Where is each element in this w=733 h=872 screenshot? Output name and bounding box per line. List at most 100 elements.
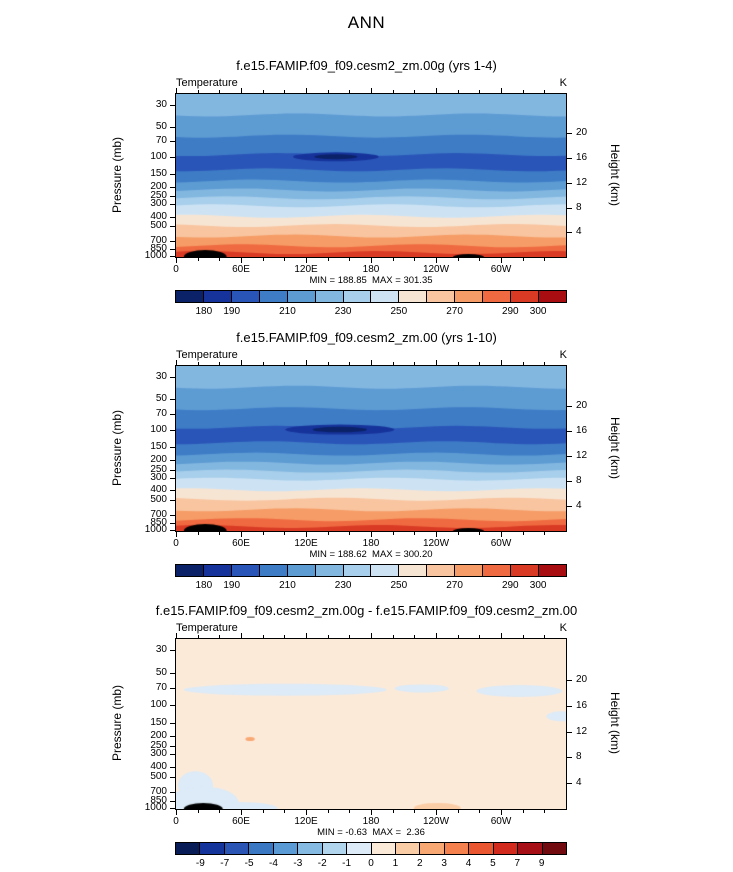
minmax-label: MIN = 188.85 MAX = 301.35	[309, 275, 433, 286]
height-tick-mark	[567, 480, 572, 482]
pressure-tick-mark	[170, 704, 175, 706]
height-tick-mark	[567, 705, 572, 707]
colorbar-tick-label: 190	[223, 306, 241, 317]
colorbar-cell	[346, 843, 371, 854]
height-tick-label: 16	[576, 152, 588, 164]
pressure-tick-label: 300	[150, 198, 167, 210]
colorbar-cell	[482, 291, 511, 302]
height-tick-label: 12	[576, 725, 588, 737]
longitude-tick-mark	[241, 532, 242, 537]
longitude-tick-mark-top	[241, 633, 242, 638]
longitude-minor-tick-top	[414, 635, 416, 638]
longitude-tick-mark-top	[436, 360, 437, 365]
longitude-minor-tick	[219, 810, 221, 813]
longitude-minor-tick-top	[284, 90, 286, 93]
pressure-tick-label: 300	[150, 471, 167, 483]
pressure-tick-label: 850	[150, 517, 167, 529]
longitude-minor-tick	[457, 532, 459, 535]
longitude-minor-tick-top	[522, 362, 524, 365]
longitude-minor-tick-top	[284, 362, 286, 365]
panel-title: f.e15.FAMIP.f09_f09.cesm2_zm.00g - f.e15…	[155, 603, 578, 618]
pressure-tick-label: 500	[150, 220, 167, 232]
colorbar-cell	[258, 291, 287, 302]
colorbar-cell	[454, 565, 483, 576]
pressure-tick-label: 150	[150, 716, 167, 728]
longitude-tick-label: 0	[173, 264, 179, 275]
colorbar-cell	[454, 291, 483, 302]
longitude-tick-label: 60W	[490, 816, 512, 827]
longitude-tick-label: 180	[362, 538, 380, 549]
longitude-minor-tick	[544, 810, 546, 813]
longitude-tick-mark-top	[436, 633, 437, 638]
longitude-tick-label: 60E	[232, 264, 250, 275]
pressure-tick-label: 50	[155, 393, 167, 405]
panel-title: f.e15.FAMIP.f09_f09.cesm2_zm.00 (yrs 1-1…	[236, 330, 497, 345]
longitude-tick-label: 120W	[422, 538, 450, 549]
longitude-minor-tick-top	[479, 362, 481, 365]
height-tick-mark	[567, 731, 572, 733]
longitude-minor-tick	[219, 258, 221, 261]
colorbar-tick-label: 190	[223, 580, 241, 591]
pressure-tick-mark	[170, 745, 175, 747]
colorbar-cell	[314, 565, 343, 576]
pressure-tick-label: 150	[150, 441, 167, 453]
colorbar-tick-label: 1	[392, 858, 399, 869]
longitude-tick-label: 60W	[490, 264, 512, 275]
field-label: Temperature	[176, 77, 238, 89]
pressure-tick-mark	[170, 735, 175, 737]
longitude-tick-label: 120W	[422, 816, 450, 827]
height-tick-mark	[567, 158, 572, 160]
colorbar-cell	[223, 843, 249, 854]
longitude-minor-tick-top	[349, 90, 351, 93]
colorbar-tick-label: 250	[390, 580, 408, 591]
longitude-tick-mark	[306, 810, 307, 815]
longitude-minor-tick-top	[544, 90, 546, 93]
colorbar-cell	[398, 565, 427, 576]
colorbar-cell	[199, 843, 224, 854]
pressure-tick-mark	[170, 777, 175, 779]
pressure-tick-label: 30	[155, 370, 167, 382]
longitude-minor-tick-top	[262, 635, 264, 638]
colorbar-cell	[176, 843, 200, 854]
pressure-tick-label: 850	[150, 243, 167, 255]
colorbar-tick-label: 210	[279, 580, 296, 591]
pressure-tick-mark	[170, 673, 175, 675]
colorbar-cell	[419, 843, 444, 854]
longitude-minor-tick	[522, 532, 524, 535]
pressure-tick-label: 30	[155, 644, 167, 656]
pressure-tick-mark	[170, 241, 175, 242]
minmax-label: MIN = 188.62 MAX = 300.20	[309, 549, 433, 560]
longitude-minor-tick	[327, 532, 329, 535]
longitude-minor-tick	[197, 810, 199, 813]
pressure-tick-label: 700	[150, 508, 167, 520]
colorbar-tick-label: 270	[446, 306, 463, 317]
longitude-tick-label: 0	[173, 538, 179, 549]
pressure-tick-mark	[170, 104, 175, 106]
colorbar-tick-label: 9	[538, 858, 545, 869]
colorbar-cell	[370, 565, 399, 576]
pressure-tick-mark	[170, 792, 175, 794]
pressure-tick-label: 100	[150, 150, 167, 162]
pressure-tick-mark	[170, 126, 175, 128]
pressure-tick-label: 500	[150, 494, 167, 506]
longitude-tick-mark	[306, 258, 307, 263]
colorbar-cell	[517, 843, 542, 854]
colorbar	[175, 564, 567, 577]
longitude-minor-tick	[544, 258, 546, 261]
height-tick-mark	[567, 232, 572, 234]
longitude-tick-mark	[371, 258, 372, 263]
height-tick-label: 8	[576, 201, 582, 213]
colorbar-cell	[468, 843, 493, 854]
longitude-tick-mark-top	[241, 360, 242, 365]
longitude-tick-mark-top	[306, 633, 307, 638]
height-tick-label: 20	[576, 674, 588, 686]
contour-plot-canvas	[176, 366, 566, 531]
longitude-minor-tick-top	[457, 362, 459, 365]
longitude-tick-mark-top	[176, 88, 177, 93]
colorbar-tick-label: -7	[220, 858, 230, 869]
colorbar-tick-label: -5	[244, 858, 254, 869]
pressure-axis-label: Pressure (mb)	[110, 136, 124, 213]
longitude-minor-tick	[262, 810, 264, 813]
pressure-tick-label: 300	[150, 748, 167, 760]
longitude-minor-tick	[392, 258, 394, 261]
